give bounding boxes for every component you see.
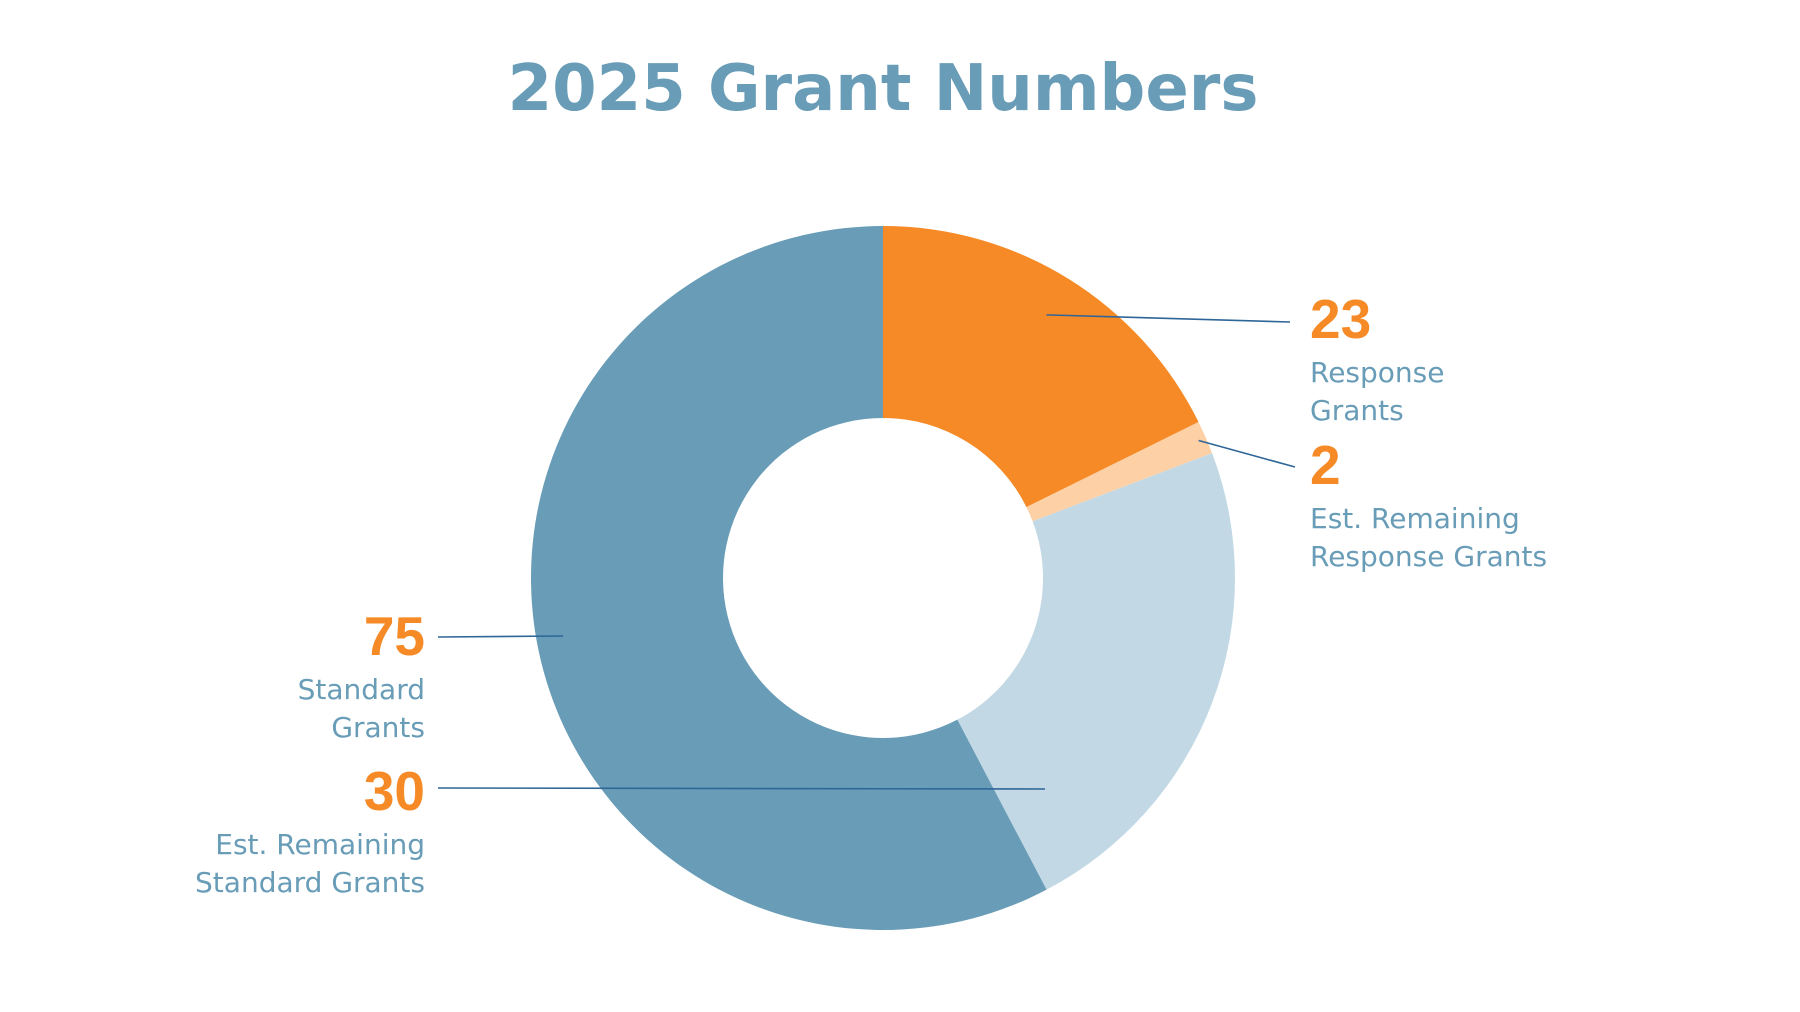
- leader-line-2: [437, 787, 1046, 790]
- donut-slice-2: [957, 453, 1236, 890]
- slice-category-label-3-line-1: Grants: [331, 711, 425, 744]
- slice-category-label-2-line-1: Standard Grants: [195, 866, 425, 899]
- donut-slice-1: [1026, 421, 1213, 522]
- leader-lines: [437, 314, 1296, 790]
- slice-value-label-2: 30: [364, 760, 425, 822]
- slice-value-label-1: 2: [1310, 434, 1341, 496]
- leader-line-0: [1046, 314, 1291, 323]
- slice-labels: 23 Response Grants 2 Est. Remaining Response …: [195, 288, 1547, 899]
- slice-category-label-0-line-1: Grants: [1310, 394, 1404, 427]
- chart-title: 2025 Grant Numbers: [508, 52, 1259, 126]
- donut-slice-3: [531, 226, 1047, 930]
- donut-slices: [531, 226, 1236, 930]
- slice-category-label-1-line-1: Response Grants: [1310, 540, 1547, 573]
- slice-category-label-3-line-0: Standard: [298, 673, 425, 706]
- leader-line-1: [1198, 439, 1296, 468]
- slice-category-label-1-line-0: Est. Remaining: [1310, 502, 1520, 535]
- donut-slice-0: [883, 226, 1199, 508]
- slice-value-label-0: 23: [1310, 288, 1371, 350]
- slice-category-label-2-line-0: Est. Remaining: [215, 828, 425, 861]
- slice-value-label-3: 75: [364, 605, 425, 667]
- leader-line-3: [437, 635, 564, 638]
- slice-category-label-0-line-0: Response: [1310, 356, 1444, 389]
